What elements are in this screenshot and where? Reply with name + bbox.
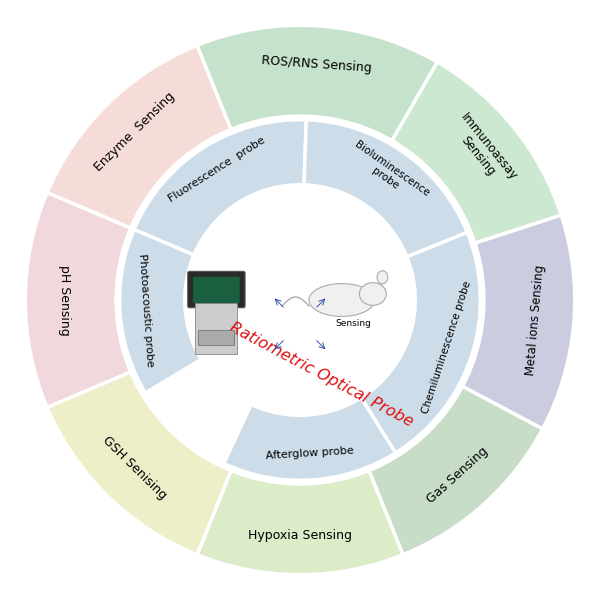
- FancyBboxPatch shape: [188, 271, 245, 308]
- Text: Fluorescence  probe: Fluorescence probe: [167, 136, 268, 205]
- Bar: [196, 303, 237, 354]
- Wedge shape: [224, 398, 395, 481]
- Text: Afterglow probe: Afterglow probe: [265, 446, 354, 461]
- Wedge shape: [47, 372, 231, 555]
- Text: Chemiluminescence probe: Chemiluminescence probe: [421, 280, 473, 415]
- Text: Immunoassay
Sensing: Immunoassay Sensing: [446, 111, 520, 193]
- Text: Ratiometric Optical Probe: Ratiometric Optical Probe: [227, 320, 415, 430]
- FancyBboxPatch shape: [193, 277, 239, 303]
- Wedge shape: [361, 232, 481, 453]
- Text: Bioluminescence
probe: Bioluminescence probe: [346, 140, 431, 208]
- Text: pH Sensing: pH Sensing: [58, 265, 71, 335]
- Wedge shape: [304, 120, 467, 257]
- Bar: [199, 330, 235, 345]
- Text: GSH Senising: GSH Senising: [100, 434, 169, 502]
- Text: ROS/RNS Sensing: ROS/RNS Sensing: [261, 55, 372, 75]
- Wedge shape: [119, 230, 201, 393]
- Wedge shape: [25, 193, 131, 407]
- Text: Sensing: Sensing: [336, 319, 372, 328]
- Wedge shape: [197, 25, 437, 140]
- Wedge shape: [47, 45, 231, 228]
- Ellipse shape: [309, 284, 374, 316]
- Text: Metal ions Sensing: Metal ions Sensing: [524, 265, 547, 376]
- Circle shape: [187, 187, 413, 413]
- Text: Hypoxia Sensing: Hypoxia Sensing: [248, 529, 352, 542]
- Wedge shape: [134, 119, 306, 255]
- Wedge shape: [197, 470, 403, 575]
- Wedge shape: [463, 215, 575, 429]
- Wedge shape: [392, 62, 561, 243]
- Text: Gas Sensing: Gas Sensing: [425, 445, 491, 506]
- Ellipse shape: [359, 283, 386, 305]
- Ellipse shape: [377, 271, 388, 284]
- Text: Enzyme  Sensing: Enzyme Sensing: [92, 89, 178, 174]
- Text: Photoacoustic probe: Photoacoustic probe: [137, 254, 155, 368]
- Wedge shape: [369, 386, 542, 555]
